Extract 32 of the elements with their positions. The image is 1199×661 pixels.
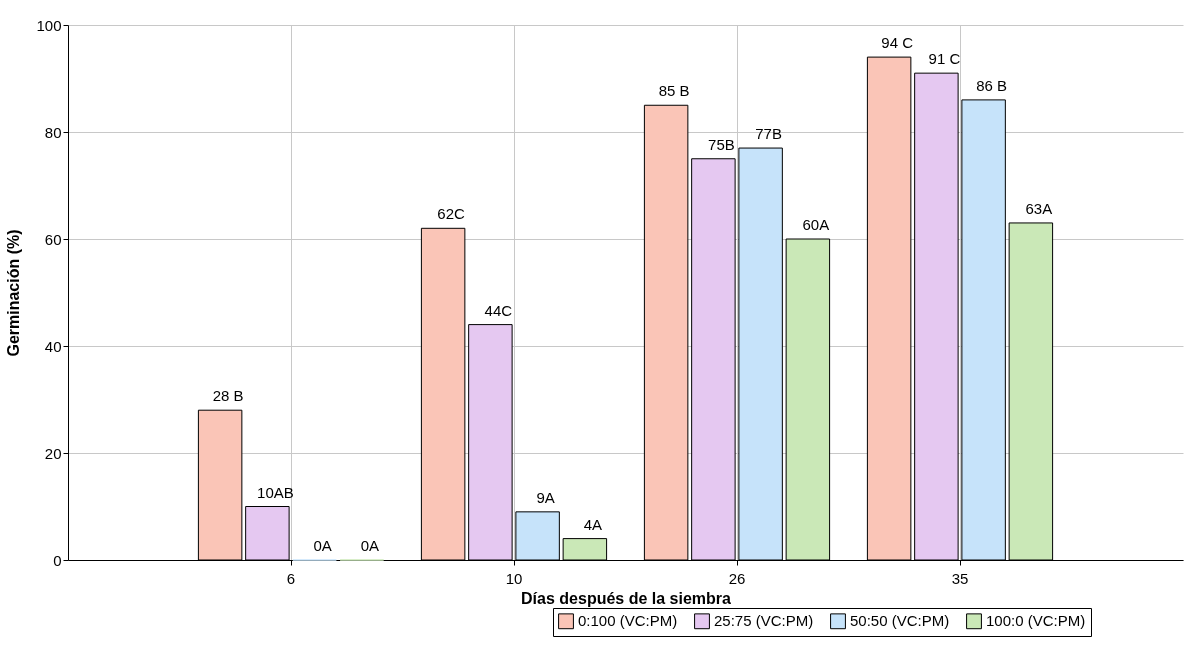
x-tick-label: 6 (286, 569, 296, 587)
data-label: 9A (536, 488, 555, 506)
y-tick-label: 40 (44, 337, 62, 355)
data-label: 10AB (257, 483, 294, 501)
data-label: 44C (484, 301, 513, 319)
legend-label: 0:100 (VC:PM) (578, 612, 678, 630)
x-tick-label: 10 (505, 569, 523, 587)
data-label: 60A (802, 216, 830, 233)
data-label: 91 C (928, 50, 961, 68)
legend-label: 50:50 (VC:PM) (850, 612, 950, 630)
y-tick-label: 80 (44, 123, 62, 141)
x-axis-title: Días después de la siembra (521, 589, 732, 607)
y-axis-title: Germinación (%) (5, 229, 23, 357)
data-label: 94 C (881, 34, 914, 52)
x-tick-label: 35 (951, 569, 969, 587)
data-label: 4A (583, 515, 603, 533)
y-tick-label: 0 (53, 551, 62, 569)
y-tick-label: 100 (36, 16, 62, 34)
legend-label: 25:75 (VC:PM) (714, 612, 814, 630)
data-label: 28 B (212, 387, 244, 405)
data-label: 86 B (976, 76, 1008, 94)
data-label: 62C (437, 205, 466, 223)
data-label: 63A (1025, 199, 1053, 217)
data-label: 0A (360, 537, 380, 554)
data-label: 0A (313, 537, 332, 554)
data-label: 75B (708, 135, 735, 153)
legend-label: 100:0 (VC:PM) (986, 612, 1086, 630)
data-label: 85 B (658, 82, 690, 100)
y-tick-label: 60 (44, 230, 62, 248)
y-tick-label: 20 (44, 444, 62, 462)
data-label: 77B (755, 125, 782, 143)
x-tick-label: 26 (728, 569, 746, 587)
